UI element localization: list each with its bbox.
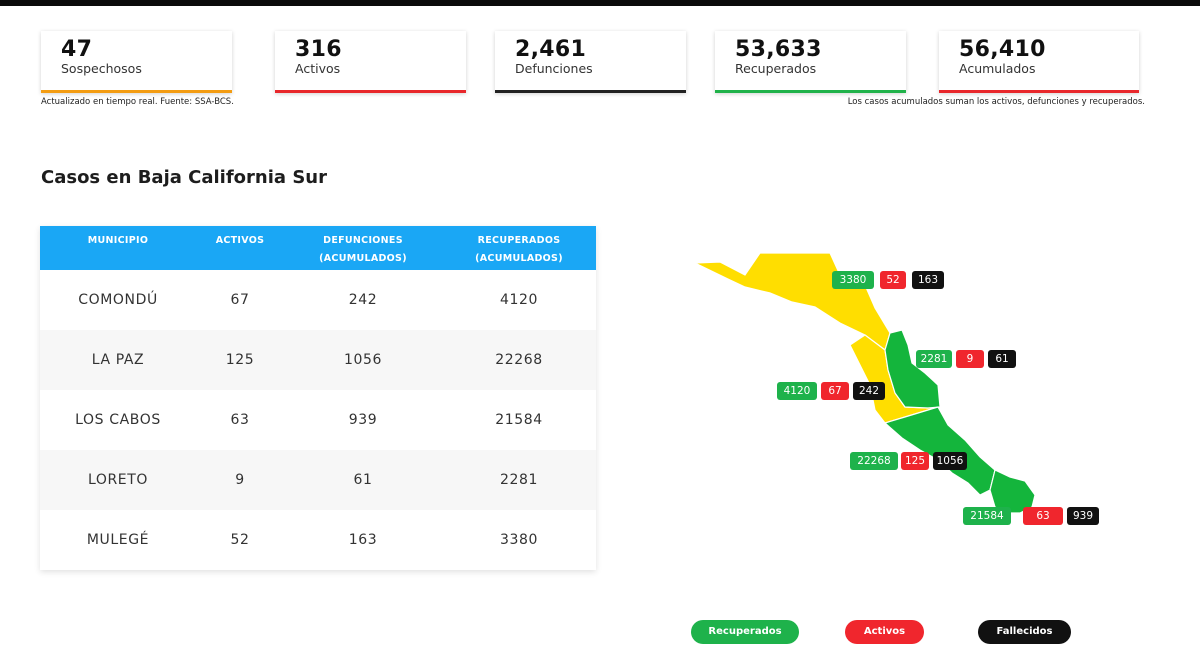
stat-value: 53,633 [735,37,822,62]
cell-activos: 67 [230,292,250,308]
stat-value: 316 [295,37,342,62]
marker-comondu-fallecidos: 242 [853,382,885,400]
table-row: LA PAZ 125 1056 22268 [40,330,596,390]
legend-recuperados: Recuperados [691,620,799,644]
stat-label: Acumulados [959,61,1036,76]
header-activos: ACTIVOS [215,235,265,246]
legend-activos: Activos [845,620,924,644]
marker-los-cabos-recuperados: 21584 [963,507,1011,525]
cell-defunciones: 1056 [343,352,383,368]
stat-accent-bar [715,90,906,93]
cell-defunciones: 939 [348,412,378,428]
cell-defunciones: 163 [348,532,378,548]
stat-label: Sospechosos [61,61,142,76]
cell-municipio: LOS CABOS [75,412,161,428]
cell-defunciones: 61 [353,472,373,488]
marker-comondu-recuperados: 4120 [777,382,817,400]
cell-activos: 52 [230,532,250,548]
marker-mulege-fallecidos: 163 [912,271,944,289]
stat-card-defunciones: 2,461 Defunciones [495,31,686,93]
marker-loreto-recuperados: 2281 [916,350,952,368]
legend-fallecidos: Fallecidos [978,620,1071,644]
marker-los-cabos-activos: 63 [1023,507,1063,525]
cell-municipio: COMONDÚ [78,292,158,308]
cell-activos: 9 [235,472,245,488]
marker-la-paz-recuperados: 22268 [850,452,898,470]
region-mulege[interactable] [694,252,891,351]
stat-card-activos: 316 Activos [275,31,466,93]
stat-label: Recuperados [735,61,817,76]
cell-defunciones: 242 [348,292,378,308]
region-loreto[interactable] [884,329,941,409]
marker-comondu-activos: 67 [821,382,849,400]
stat-accent-bar [275,90,466,93]
stat-value: 56,410 [959,37,1046,62]
marker-loreto-activos: 9 [956,350,984,368]
region-la-paz[interactable] [883,406,996,496]
cell-recuperados: 4120 [499,292,539,308]
source-note: Actualizado en tiempo real. Fuente: SSA-… [41,97,234,107]
marker-mulege-activos: 52 [880,271,906,289]
table-row: LOS CABOS 63 939 21584 [40,390,596,450]
marker-la-paz-activos: 125 [901,452,929,470]
cell-recuperados: 21584 [495,412,543,428]
stat-value: 47 [61,37,93,62]
stat-value: 2,461 [515,37,587,62]
stat-card-recuperados: 53,633 Recuperados [715,31,906,93]
header-municipio: MUNICIPIO [87,235,149,246]
cell-municipio: LA PAZ [91,352,145,368]
cases-table: MUNICIPIO ACTIVOS DEFUNCIONES (ACUMULADO… [40,226,596,570]
stat-accent-bar [495,90,686,93]
stat-accent-bar [939,90,1139,93]
cell-municipio: LORETO [87,472,149,488]
marker-la-paz-fallecidos: 1056 [933,452,967,470]
cell-recuperados: 3380 [499,532,539,548]
bcs-map: 3380 52 163 2281 9 61 4120 67 242 22268 … [690,245,1110,535]
table-row: LORETO 9 61 2281 [40,450,596,510]
top-bar [0,0,1200,6]
table-row: MULEGÉ 52 163 3380 [40,510,596,570]
cell-municipio: MULEGÉ [86,532,150,548]
marker-loreto-fallecidos: 61 [988,350,1016,368]
table-header: MUNICIPIO ACTIVOS DEFUNCIONES (ACUMULADO… [40,226,596,270]
stat-card-sospechosos: 47 Sospechosos [41,31,232,93]
cell-recuperados: 22268 [495,352,543,368]
table-row: COMONDÚ 67 242 4120 [40,270,596,330]
stat-label: Defunciones [515,61,593,76]
stat-accent-bar [41,90,232,93]
cell-recuperados: 2281 [499,472,539,488]
stat-label: Activos [295,61,341,76]
accumulated-note: Los casos acumulados suman los activos, … [847,97,1145,107]
marker-mulege-recuperados: 3380 [832,271,874,289]
cell-activos: 63 [230,412,250,428]
header-defunciones: DEFUNCIONES (ACUMULADOS) [319,235,407,264]
marker-los-cabos-fallecidos: 939 [1067,507,1099,525]
header-recuperados: RECUPERADOS (ACUMULADOS) [475,235,563,264]
section-heading: Casos en Baja California Sur [41,167,327,188]
cell-activos: 125 [225,352,255,368]
stat-card-acumulados: 56,410 Acumulados [939,31,1139,93]
